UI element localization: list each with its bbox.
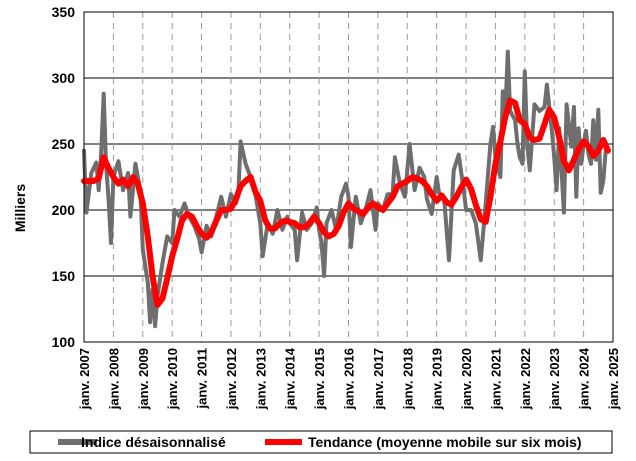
x-tick-label: janv. 2020: [459, 348, 474, 410]
legend: Indice désaisonnalisé Tendance (moyenne …: [29, 430, 613, 454]
x-tick-label: janv. 2008: [106, 348, 121, 410]
y-tick-label: 200: [52, 202, 76, 218]
x-tick-label: janv. 2019: [430, 348, 445, 410]
y-tick-label: 300: [52, 70, 76, 86]
y-tick-label: 250: [52, 136, 76, 152]
x-tick-label: janv. 2009: [136, 348, 151, 410]
legend-label-indice: Indice désaisonnalisé: [81, 434, 226, 450]
y-tick-label: 350: [52, 4, 76, 20]
x-tick-label: janv. 2010: [165, 348, 180, 410]
legend-box: [29, 430, 613, 454]
series-layer: [81, 49, 611, 329]
legend-label-tendance: Tendance (moyenne mobile sur six mois): [308, 434, 582, 450]
x-tick-label: janv. 2011: [195, 348, 210, 409]
x-tick-label: janv. 2018: [400, 348, 415, 410]
plot-area-border: [83, 11, 614, 343]
x-tick-label: janv. 2015: [312, 348, 327, 410]
y-tick-label: 100: [52, 334, 76, 350]
x-tick-label: janv. 2013: [253, 348, 268, 410]
x-tick-label: janv. 2023: [547, 348, 562, 410]
series-line-indice: [82, 49, 610, 329]
x-tick-label: janv. 2021: [488, 348, 503, 410]
y-tick-label: 150: [52, 268, 76, 284]
x-tick-label: janv. 2016: [342, 348, 357, 410]
x-tick-label: janv. 2007: [77, 348, 92, 410]
series-line-tendance: [81, 97, 611, 308]
x-tick-label: janv. 2024: [577, 347, 592, 410]
y-axis-label: Milliers: [12, 184, 28, 232]
x-tick-label: janv. 2017: [371, 348, 386, 410]
x-tick-label: janv. 2012: [224, 348, 239, 410]
x-axis-ticks: janv. 2007 janv. 2008 janv. 2009 janv. 2010…: [77, 347, 621, 410]
x-tick-label: janv. 2022: [518, 348, 533, 410]
x-tick-label: janv. 2025: [606, 348, 621, 410]
x-tick-label: janv. 2014: [283, 347, 298, 410]
y-axis-ticks: 100 150 200 250 300 350: [52, 4, 76, 350]
